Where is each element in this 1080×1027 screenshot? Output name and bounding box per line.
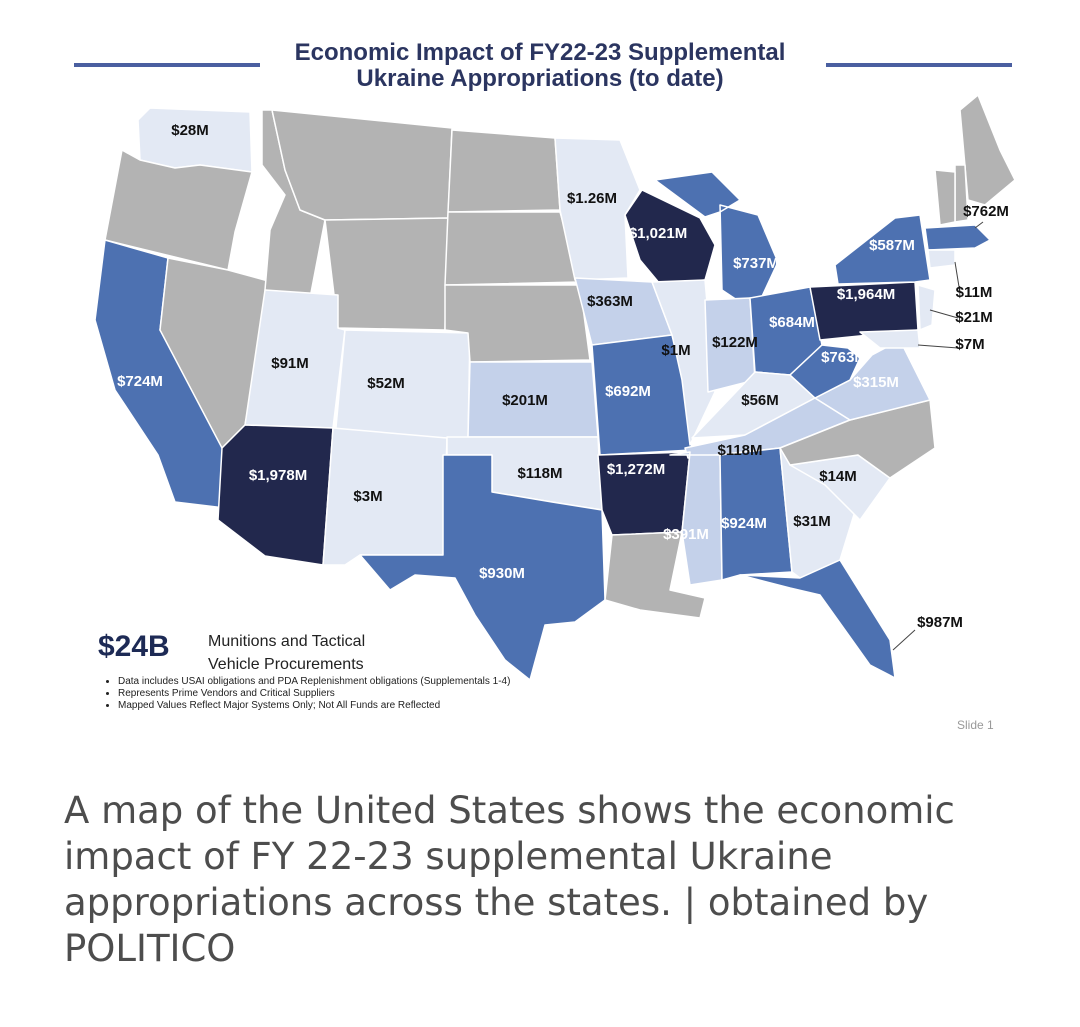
state-value-ky: $56M (741, 392, 779, 409)
leader-line-nj (929, 309, 959, 319)
state-al (719, 447, 793, 581)
state-value-nm: $3M (353, 488, 382, 505)
state-value-va: $315M (853, 374, 899, 391)
state-ny (834, 214, 931, 285)
state-value-mn: $1.26M (567, 190, 617, 207)
state-value-sc: $14M (819, 468, 857, 485)
summary-amount: $24B (98, 630, 170, 663)
state-wv (789, 344, 861, 399)
state-value-il: $1M (661, 342, 690, 359)
state-la (604, 531, 706, 619)
state-nj (917, 284, 936, 331)
state-sd (444, 211, 581, 286)
state-value-wa: $28M (171, 122, 209, 139)
state-value-ks: $201M (502, 392, 548, 409)
state-nd (447, 129, 561, 213)
state-value-az: $1,978M (249, 467, 307, 484)
map-title-line-2: Ukraine Appropriations (to date) (356, 65, 724, 92)
leader-line-ma (974, 221, 984, 229)
state-value-oh: $684M (769, 314, 815, 331)
state-value-in: $122M (712, 334, 758, 351)
map-title-line-1: Economic Impact of FY22-23 Supplemental (294, 39, 786, 66)
state-value-tn: $118M (717, 442, 762, 459)
state-value-ok: $118M (517, 465, 562, 482)
state-wi (624, 189, 716, 285)
state-value-ct: $11M (956, 284, 993, 301)
state-ct (927, 249, 956, 269)
state-value-ar: $1,272M (607, 461, 665, 478)
state-value-al: $924M (721, 515, 767, 532)
state-mn (554, 137, 641, 281)
note-item: Data includes USAI obligations and PDA R… (118, 676, 538, 688)
leader-line-fl (892, 629, 916, 651)
leader-line-md (917, 344, 959, 349)
state-nm (322, 427, 448, 566)
slide-number: Slide 1 (957, 718, 994, 732)
state-wy (324, 217, 449, 331)
state-value-wi: $1,021M (629, 225, 687, 242)
state-value-ma: $762M (963, 203, 1009, 220)
state-tx (359, 454, 606, 681)
title-rule-right (826, 63, 1012, 67)
summary-label: Munitions and Tactical Vehicle Procureme… (208, 630, 468, 676)
state-value-ia: $363M (587, 293, 633, 310)
note-item: Represents Prime Vendors and Critical Su… (118, 688, 538, 700)
state-il (651, 279, 716, 446)
us-map: $28M $724M $91M $1,978M $52M $3M $201M $118M $93… (94, 94, 1016, 681)
state-value-pa: $1,964M (837, 286, 895, 303)
slide: Economic Impact of FY22-23 Supplemental … (0, 0, 1080, 760)
summary-label-line-1: Munitions and Tactical (208, 633, 366, 650)
state-value-ms: $391M (663, 526, 709, 543)
image-caption: A map of the United States shows the eco… (64, 789, 955, 970)
map-title: Economic Impact of FY22-23 Supplemental … (240, 40, 840, 92)
state-value-ga: $31M (793, 513, 831, 530)
summary-label-line-2: Vehicle Procurements (208, 656, 364, 673)
state-az (217, 424, 334, 566)
state-or (104, 149, 253, 271)
state-value-fl: $987M (917, 614, 963, 631)
state-value-ut: $91M (271, 355, 309, 372)
state-ma (924, 224, 991, 251)
state-value-wv: $763M (821, 349, 867, 366)
state-value-tx: $930M (479, 565, 525, 582)
note-item: Mapped Values Reflect Major Systems Only… (118, 700, 538, 712)
state-value-nj: $21M (955, 309, 993, 326)
title-rule-left (74, 63, 260, 67)
state-value-md: $7M (955, 336, 984, 353)
state-value-ny: $587M (869, 237, 915, 254)
state-value-mi: $737M (733, 255, 779, 272)
state-value-mo: $692M (605, 383, 651, 400)
state-fl (739, 559, 896, 679)
state-value-ca: $724M (117, 373, 163, 390)
state-mt (271, 109, 453, 221)
state-value-co: $52M (367, 375, 405, 392)
state-md (859, 329, 921, 349)
state-vt (934, 169, 956, 226)
state-me (959, 94, 1016, 206)
state-wa (137, 107, 253, 173)
leader-line-ct (954, 261, 961, 294)
notes-list: Data includes USAI obligations and PDA R… (100, 676, 538, 712)
